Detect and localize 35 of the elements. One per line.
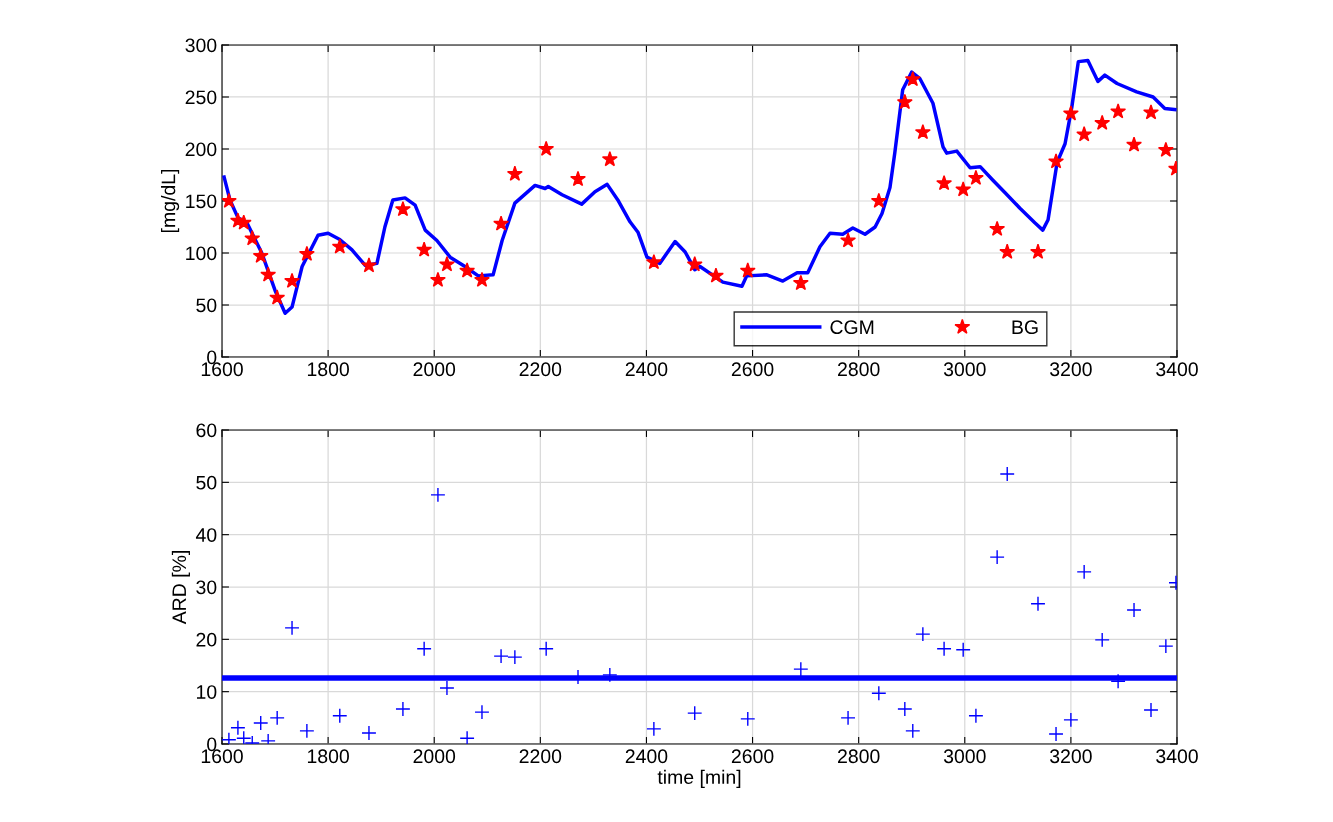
y-axis-title: ARD [%] (171, 551, 190, 625)
legend-label: CGM (830, 320, 874, 335)
x-tick-label: 2200 (519, 749, 562, 764)
y-tick-label: 100 (186, 246, 217, 261)
x-axis-title: time [min] (657, 769, 741, 788)
x-tick-label: 1800 (307, 749, 349, 764)
x-tick-label: 1800 (307, 362, 349, 377)
x-tick-label: 2400 (625, 749, 668, 764)
y-tick-label: 300 (185, 38, 217, 53)
y-tick-label: 250 (185, 90, 217, 105)
x-tick-label: 3200 (1050, 362, 1092, 377)
y-tick-label: 50 (196, 475, 217, 490)
y-axis-title: [mg/dL] (161, 169, 180, 233)
x-tick-label: 3000 (943, 749, 986, 764)
legend-label: BG (1012, 320, 1038, 335)
x-tick-label: 2600 (731, 749, 774, 764)
y-tick-label: 20 (196, 632, 217, 647)
y-tick-label: 50 (196, 298, 217, 313)
y-tick-label: 30 (196, 580, 217, 595)
y-tick-label: 40 (195, 528, 217, 542)
y-tick-label: 150 (186, 194, 217, 209)
x-tick-label: 2800 (838, 749, 880, 764)
x-tick-label: 2800 (838, 362, 880, 377)
x-tick-label: 3400 (1156, 362, 1198, 377)
x-tick-label: 2600 (731, 362, 774, 377)
y-tick-label: 10 (197, 685, 217, 699)
x-tick-label: 3400 (1156, 749, 1198, 764)
y-tick-label: 60 (196, 423, 217, 438)
x-tick-label: 2400 (625, 362, 668, 377)
x-tick-label: 2200 (519, 362, 562, 377)
y-tick-label: 200 (185, 142, 217, 157)
x-tick-label: 3200 (1050, 749, 1092, 764)
x-tick-label: 2000 (413, 749, 456, 764)
x-tick-label: 2000 (413, 362, 456, 377)
x-tick-label: 3000 (943, 362, 986, 377)
